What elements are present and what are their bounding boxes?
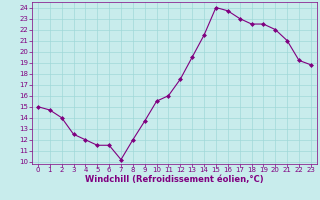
X-axis label: Windchill (Refroidissement éolien,°C): Windchill (Refroidissement éolien,°C) [85,175,264,184]
